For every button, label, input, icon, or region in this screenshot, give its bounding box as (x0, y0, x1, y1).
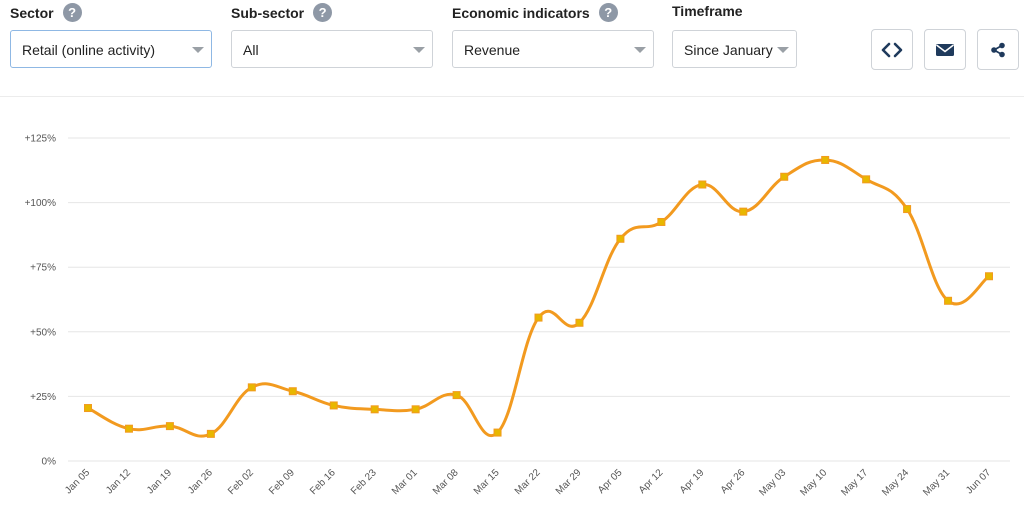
x-tick-label: Feb 16 (308, 467, 338, 497)
email-button[interactable] (924, 29, 966, 70)
grid (68, 137, 1010, 462)
subsector-label: Sub-sector (231, 4, 305, 21)
revenue-line-chart: 0%+25%+50%+75%+100%+125% Jan 05 Jan 12 Jan… (25, 134, 1010, 498)
subsector-select[interactable]: All (231, 30, 433, 68)
share-icon (991, 42, 1005, 57)
data-point[interactable] (247, 383, 256, 392)
data-point[interactable] (616, 234, 625, 243)
filter-bar: Sector ? Retail (online activity) Sub-se… (0, 0, 1024, 97)
subsector-value: All (243, 42, 259, 58)
data-point[interactable] (206, 429, 215, 438)
indicator-select[interactable]: Revenue (452, 30, 654, 68)
data-point[interactable] (493, 428, 502, 437)
data-points (84, 155, 993, 438)
y-tick-label: +75% (30, 263, 56, 274)
sector-label: Sector (10, 4, 54, 21)
data-point[interactable] (84, 404, 92, 413)
x-tick-label: Jan 19 (145, 467, 174, 496)
x-tick-label: Mar 01 (390, 467, 420, 497)
data-point[interactable] (739, 207, 748, 216)
x-tick-label: Feb 09 (267, 467, 297, 497)
indicator-label: Economic indicators (452, 4, 590, 21)
x-axis: Jan 05 Jan 12 Jan 19 Jan 26 Feb 02 Feb 09 Feb … (63, 467, 993, 498)
data-point[interactable] (534, 313, 543, 322)
y-tick-label: +50% (30, 327, 56, 338)
chevron-down-icon (777, 47, 789, 53)
data-point[interactable] (903, 205, 912, 214)
data-point[interactable] (657, 217, 666, 226)
y-tick-label: 0% (42, 457, 57, 468)
x-tick-label: May 31 (921, 467, 952, 498)
y-axis: 0% +25% +50% +75% +100% +125% (25, 134, 57, 468)
revenue-series-line (87, 158, 990, 438)
x-tick-label: Apr 05 (596, 467, 625, 496)
data-point[interactable] (862, 175, 871, 184)
envelope-icon (936, 43, 954, 56)
chevron-down-icon (634, 47, 646, 53)
data-point[interactable] (288, 387, 297, 396)
x-tick-label: Jun 07 (964, 467, 993, 496)
timeframe-value: Since January (684, 42, 773, 58)
chevron-down-icon (192, 47, 204, 53)
x-tick-label: Apr 19 (678, 467, 707, 496)
y-tick-label: +100% (25, 198, 57, 209)
sector-select[interactable]: Retail (online activity) (10, 30, 212, 68)
embed-button[interactable] (871, 29, 913, 70)
data-point[interactable] (370, 405, 379, 414)
data-point[interactable] (124, 424, 133, 433)
y-tick-label: +25% (30, 392, 56, 403)
x-tick-label: Jan 26 (186, 467, 215, 496)
data-point[interactable] (698, 180, 707, 189)
indicator-value: Revenue (464, 42, 521, 58)
x-tick-label: Mar 15 (472, 467, 502, 497)
x-tick-label: Feb 02 (226, 467, 256, 497)
data-point[interactable] (821, 155, 830, 164)
data-point[interactable] (780, 172, 789, 181)
y-tick-label: +125% (25, 134, 57, 145)
x-tick-label: May 10 (798, 467, 829, 498)
timeframe-select[interactable]: Since January (672, 30, 797, 68)
x-tick-label: Mar 08 (431, 467, 461, 497)
data-point[interactable] (575, 318, 584, 327)
code-icon (881, 42, 903, 57)
x-tick-label: Apr 26 (719, 467, 748, 496)
chevron-down-icon (413, 47, 425, 53)
x-tick-label: May 17 (839, 467, 870, 498)
share-button[interactable] (977, 29, 1019, 70)
x-tick-label: Jan 05 (63, 467, 92, 496)
help-icon[interactable]: ? (598, 3, 618, 22)
data-point[interactable] (452, 391, 461, 400)
data-point[interactable] (165, 422, 174, 431)
x-tick-label: May 03 (757, 467, 788, 498)
x-tick-label: Apr 12 (637, 467, 666, 496)
help-icon[interactable]: ? (62, 3, 82, 22)
x-tick-label: May 24 (880, 467, 911, 498)
x-tick-label: Mar 22 (513, 467, 543, 497)
data-point[interactable] (411, 405, 420, 414)
help-icon[interactable]: ? (313, 3, 333, 22)
x-tick-label: Feb 23 (349, 467, 379, 497)
x-tick-label: Mar 29 (554, 467, 584, 497)
data-point[interactable] (944, 296, 953, 305)
data-point[interactable] (985, 272, 993, 281)
data-point[interactable] (329, 401, 338, 410)
x-tick-label: Jan 12 (104, 467, 133, 496)
timeframe-label: Timeframe (672, 3, 743, 19)
sector-value: Retail (online activity) (22, 42, 156, 58)
